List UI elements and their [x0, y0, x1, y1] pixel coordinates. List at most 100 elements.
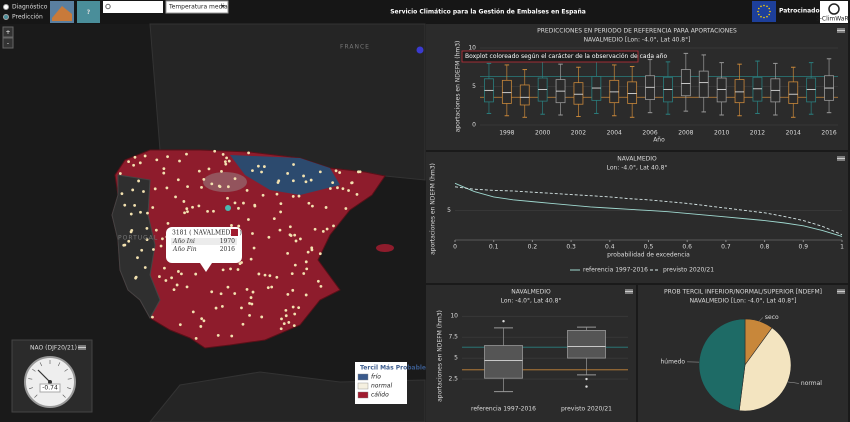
station-dot[interactable]	[257, 272, 261, 276]
station-dot[interactable]	[137, 179, 140, 183]
station-dot[interactable]	[304, 180, 308, 184]
station-dot[interactable]	[155, 158, 159, 162]
station-dot[interactable]	[318, 252, 322, 256]
station-dot[interactable]	[316, 279, 320, 283]
station-dot[interactable]	[240, 306, 243, 310]
station-dot[interactable]	[226, 285, 230, 289]
station-dot[interactable]	[143, 266, 147, 269]
station-dot[interactable]	[129, 212, 133, 216]
station-dot[interactable]	[299, 237, 302, 241]
station-dot[interactable]	[154, 228, 158, 232]
station-dot[interactable]	[176, 270, 180, 273]
station-dot[interactable]	[202, 178, 206, 181]
station-dot[interactable]	[202, 319, 206, 323]
station-dot[interactable]	[194, 336, 198, 340]
station-dot[interactable]	[253, 203, 257, 207]
station-dot[interactable]	[288, 225, 292, 229]
station-dot[interactable]	[233, 201, 237, 205]
station-dot[interactable]	[306, 250, 310, 254]
station-dot[interactable]	[355, 192, 359, 196]
station-dot[interactable]	[225, 156, 229, 160]
station-dot[interactable]	[311, 204, 314, 208]
station-dot[interactable]	[241, 322, 245, 326]
station-dot[interactable]	[175, 283, 179, 287]
station-dot[interactable]	[236, 268, 240, 271]
station-dot[interactable]	[247, 218, 250, 221]
station-dot[interactable]	[324, 206, 328, 209]
station-dot[interactable]	[185, 285, 189, 289]
station-dot[interactable]	[266, 286, 270, 290]
station-dot[interactable]	[275, 275, 279, 279]
station-dot[interactable]	[291, 288, 295, 292]
station-dot[interactable]	[186, 210, 189, 214]
station-dot[interactable]	[238, 262, 242, 265]
station-dot[interactable]	[214, 306, 218, 310]
radio-button[interactable]	[3, 14, 9, 20]
station-dot[interactable]	[165, 186, 169, 190]
station-dot[interactable]	[260, 315, 264, 319]
station-dot[interactable]	[305, 267, 309, 271]
station-dot[interactable]	[278, 228, 282, 232]
station-dot[interactable]	[313, 227, 317, 231]
station-dot[interactable]	[290, 272, 294, 276]
station-dot[interactable]	[212, 209, 215, 213]
station-dot[interactable]	[284, 309, 288, 312]
station-dot[interactable]	[251, 232, 254, 235]
station-dot[interactable]	[139, 210, 142, 214]
station-dot[interactable]	[268, 274, 272, 278]
station-dot[interactable]	[133, 155, 137, 159]
station-dot[interactable]	[131, 188, 135, 192]
station-dot[interactable]	[286, 293, 290, 296]
station-dot[interactable]	[145, 227, 149, 230]
station-dot[interactable]	[120, 192, 124, 196]
station-dot[interactable]	[216, 333, 220, 337]
station-dot[interactable]	[151, 206, 155, 209]
station-dot[interactable]	[336, 186, 339, 190]
station-dot[interactable]	[127, 160, 130, 164]
station-dot[interactable]	[230, 224, 233, 227]
station-dot[interactable]	[252, 246, 256, 250]
station-dot[interactable]	[182, 200, 186, 203]
station-dot[interactable]	[227, 159, 231, 163]
station-dot[interactable]	[293, 312, 297, 316]
station-dot[interactable]	[341, 187, 345, 191]
station-dot[interactable]	[191, 310, 195, 314]
station-dot[interactable]	[319, 285, 323, 288]
help-button[interactable]	[77, 1, 100, 23]
station-dot[interactable]	[136, 256, 139, 260]
station-dot[interactable]	[178, 323, 182, 327]
variable-select[interactable]	[165, 0, 229, 14]
station-dot[interactable]	[166, 155, 169, 159]
station-dot[interactable]	[145, 238, 149, 241]
station-dot[interactable]	[118, 172, 122, 175]
station-dot[interactable]	[233, 292, 237, 295]
station-dot[interactable]	[123, 203, 127, 207]
station-dot[interactable]	[213, 149, 217, 153]
station-dot[interactable]	[286, 252, 290, 255]
station-dot[interactable]	[224, 162, 228, 166]
station-dot[interactable]	[129, 230, 133, 234]
station-dot[interactable]	[292, 324, 296, 328]
station-dot[interactable]	[170, 276, 174, 280]
station-dot[interactable]	[127, 239, 131, 243]
station-dot[interactable]	[321, 229, 325, 233]
zoom-button[interactable]	[2, 37, 14, 49]
station-dot[interactable]	[310, 248, 314, 252]
station-dot[interactable]	[344, 207, 348, 210]
station-dot[interactable]	[275, 192, 279, 196]
station-dot[interactable]	[328, 187, 332, 190]
station-dot[interactable]	[245, 188, 249, 192]
station-dot[interactable]	[293, 263, 297, 267]
station-dot[interactable]	[143, 154, 147, 158]
station-dot[interactable]	[293, 233, 297, 237]
station-dot[interactable]	[263, 273, 267, 277]
station-dot[interactable]	[325, 227, 329, 231]
station-dot[interactable]	[132, 163, 136, 167]
station-dot[interactable]	[338, 171, 342, 174]
station-dot[interactable]	[291, 194, 295, 198]
station-dot[interactable]	[219, 292, 223, 296]
station-dot[interactable]	[261, 193, 265, 197]
station-dot[interactable]	[270, 285, 274, 289]
station-dot[interactable]	[146, 211, 149, 215]
station-dot[interactable]	[288, 233, 292, 237]
